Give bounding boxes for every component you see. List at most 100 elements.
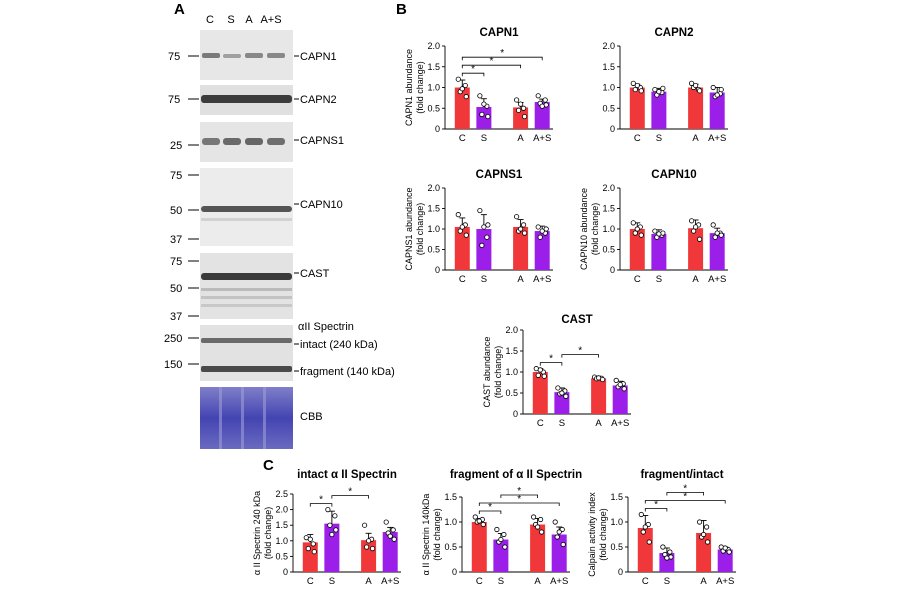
y-axis-label: CAPN1 abundance(fold change)	[404, 49, 425, 126]
row-label-capn2: CAPN2	[300, 94, 337, 106]
band	[202, 53, 220, 58]
category-label: A	[692, 274, 699, 285]
band	[201, 206, 292, 212]
data-point	[690, 228, 697, 234]
category-label: A	[517, 133, 524, 144]
data-point	[692, 224, 699, 230]
marker-37: 37	[170, 311, 182, 323]
band	[201, 338, 292, 343]
bar-C	[302, 542, 318, 572]
data-point	[660, 544, 666, 550]
significance-star: *	[489, 56, 493, 67]
data-point	[538, 529, 545, 535]
data-point	[520, 222, 527, 228]
panel-label-b: B	[396, 1, 407, 18]
data-point	[555, 385, 561, 391]
data-point	[642, 524, 648, 530]
category-label: C	[307, 576, 314, 587]
data-point	[513, 214, 520, 220]
significance-bracket	[478, 510, 502, 514]
data-point	[595, 375, 602, 381]
category-label: S	[664, 576, 670, 587]
category-label: A	[595, 418, 602, 429]
bar-A+S	[382, 532, 398, 572]
significance-bracket	[666, 492, 704, 496]
bar-A	[530, 524, 546, 572]
bar-C	[471, 522, 487, 572]
bar-A	[688, 87, 704, 129]
data-point	[543, 226, 549, 232]
data-point	[714, 230, 720, 236]
y-axis-label: α II Spectrin 240 kDa(fold change)	[252, 491, 273, 575]
row-label-capn1: CAPN1	[300, 51, 337, 63]
data-point	[477, 207, 483, 214]
data-point	[638, 511, 644, 518]
significance-bracket	[644, 508, 668, 512]
y-axis-label: CAST abundance(fold change)	[482, 337, 503, 408]
category-label: S	[656, 133, 662, 144]
bar-C	[637, 528, 653, 572]
data-point	[479, 111, 485, 118]
row-label-spectrin: αII Spectrin	[298, 321, 354, 333]
data-point	[660, 85, 666, 91]
row-label-cbb: CBB	[300, 411, 323, 423]
bar-A+S	[709, 92, 725, 129]
category-label: C	[642, 576, 649, 587]
data-point	[563, 393, 569, 399]
data-point	[311, 549, 317, 555]
data-point	[630, 80, 636, 86]
y-axis-label: CAPNS1 abundance(fold change)	[404, 187, 425, 270]
y-tick-label: 0	[435, 265, 440, 275]
data-point	[630, 220, 636, 226]
band	[267, 53, 285, 58]
y-tick-label: 1.5	[275, 520, 288, 530]
chart-title: CAPN10	[651, 169, 696, 181]
marker-50: 50	[170, 283, 182, 295]
y-tick-label: 0	[610, 265, 615, 275]
bar-C	[532, 372, 548, 414]
data-point	[363, 544, 370, 550]
bar-S	[493, 539, 509, 572]
significance-star: *	[348, 487, 352, 498]
data-point	[520, 105, 527, 111]
data-point	[535, 224, 541, 230]
data-point	[477, 93, 483, 99]
significance-star: *	[683, 484, 687, 495]
y-tick-label: 0	[618, 567, 623, 577]
bar-S	[324, 523, 340, 572]
y-tick-label: 2.0	[602, 183, 615, 193]
data-point	[632, 230, 638, 236]
data-point	[521, 113, 528, 120]
data-point	[700, 531, 707, 538]
data-point	[333, 527, 339, 533]
panel-label-c: C	[263, 457, 274, 474]
y-tick-label: 0.5	[444, 542, 457, 552]
bar-S	[476, 107, 492, 129]
significance-bracket	[561, 354, 599, 358]
y-tick-label: 1.0	[505, 367, 518, 377]
band	[223, 138, 241, 145]
category-label: A+S	[611, 418, 629, 429]
category-label: A	[517, 274, 524, 285]
bar-A+S	[534, 102, 550, 129]
data-point	[640, 529, 646, 535]
marker-150: 150	[164, 359, 182, 371]
marker-250: 250	[164, 333, 182, 345]
data-point	[710, 222, 716, 228]
significance-star: *	[517, 494, 521, 505]
bar-A+S	[534, 231, 550, 270]
data-point	[646, 539, 652, 545]
y-tick-label: 0.5	[505, 388, 518, 398]
data-point	[325, 506, 331, 513]
data-point	[696, 519, 703, 525]
y-tick-label: 0.5	[427, 245, 440, 255]
significance-star: *	[471, 64, 475, 75]
category-label: C	[634, 133, 641, 144]
data-point	[667, 549, 673, 555]
significance-star: *	[578, 346, 582, 357]
category-label: A+S	[716, 576, 734, 587]
category-label: S	[481, 133, 487, 144]
y-axis-label: Calpain activity index(fold change)	[587, 492, 608, 577]
row-label-capn10: CAPN10	[300, 199, 343, 211]
